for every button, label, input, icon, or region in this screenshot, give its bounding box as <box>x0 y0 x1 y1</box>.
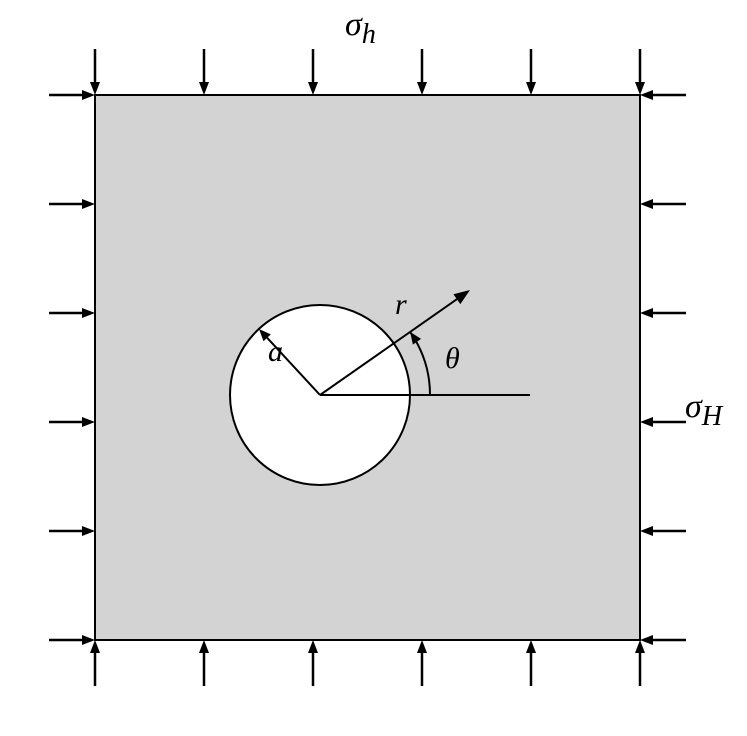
label-sigma-h-sub: h <box>362 19 376 50</box>
diagram-stage: σh σH a r θ <box>0 0 747 736</box>
label-sigma-h-sigma: σ <box>345 6 362 43</box>
stress-arrow-top <box>199 49 209 95</box>
label-sigma-H: σH <box>685 388 722 433</box>
stress-arrow-top <box>635 49 645 95</box>
stress-arrow-left <box>49 199 95 209</box>
stress-arrow-right <box>640 635 686 645</box>
stress-arrow-right <box>640 199 686 209</box>
diagram-svg <box>0 0 747 736</box>
label-r: r <box>395 288 407 322</box>
stress-arrow-right <box>640 308 686 318</box>
stress-arrow-right <box>640 90 686 100</box>
stress-arrow-left <box>49 90 95 100</box>
stress-arrow-right <box>640 417 686 427</box>
stress-arrow-bottom <box>199 640 209 686</box>
stress-arrow-top <box>308 49 318 95</box>
stress-arrow-top <box>526 49 536 95</box>
stress-arrow-right <box>640 526 686 536</box>
label-sigma-h: σh <box>345 6 376 51</box>
stress-arrow-bottom <box>417 640 427 686</box>
stress-arrow-left <box>49 635 95 645</box>
stress-arrow-bottom <box>526 640 536 686</box>
stress-arrow-bottom <box>308 640 318 686</box>
label-theta: θ <box>445 342 460 376</box>
label-sigma-H-sub: H <box>702 401 722 432</box>
stress-arrow-left <box>49 417 95 427</box>
stress-arrow-top <box>90 49 100 95</box>
stress-arrow-left <box>49 308 95 318</box>
label-sigma-H-sigma: σ <box>685 388 702 425</box>
stress-arrow-top <box>417 49 427 95</box>
stress-arrow-bottom <box>635 640 645 686</box>
stress-arrow-left <box>49 526 95 536</box>
stress-arrow-bottom <box>90 640 100 686</box>
label-a: a <box>268 335 283 369</box>
